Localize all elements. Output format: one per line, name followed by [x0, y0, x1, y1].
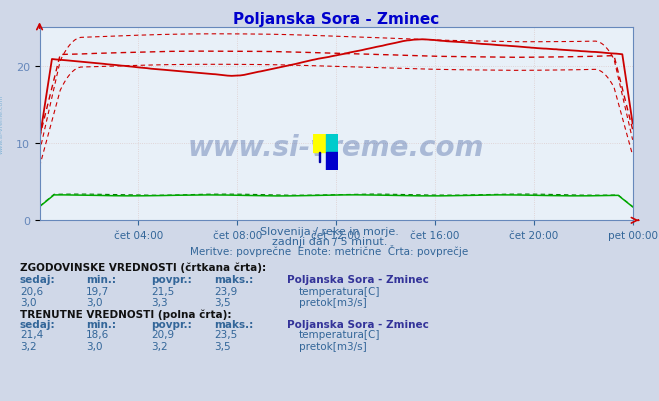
Text: 3,0: 3,0	[86, 341, 102, 351]
Text: pretok[m3/s]: pretok[m3/s]	[299, 341, 366, 351]
Text: 20,9: 20,9	[152, 330, 175, 340]
Bar	[319, 152, 320, 162]
Text: 3,3: 3,3	[152, 297, 168, 307]
Text: 3,0: 3,0	[86, 297, 102, 307]
Text: 3,5: 3,5	[214, 297, 231, 307]
Text: 23,5: 23,5	[214, 330, 237, 340]
Text: www.si-vreme.com: www.si-vreme.com	[188, 134, 484, 161]
Text: 21,4: 21,4	[20, 330, 43, 340]
Text: 18,6: 18,6	[86, 330, 109, 340]
Text: www.si-vreme.com: www.si-vreme.com	[0, 95, 3, 154]
Text: Poljanska Sora - Zminec: Poljanska Sora - Zminec	[287, 275, 428, 285]
Text: maks.:: maks.:	[214, 319, 254, 329]
Text: 3,5: 3,5	[214, 341, 231, 351]
Text: Poljanska Sora - Zminec: Poljanska Sora - Zminec	[287, 319, 428, 329]
Text: Meritve: povprečne  Enote: metrične  Črta: povprečje: Meritve: povprečne Enote: metrične Črta:…	[190, 245, 469, 257]
Text: ZGODOVINSKE VREDNOSTI (črtkana črta):: ZGODOVINSKE VREDNOSTI (črtkana črta):	[20, 262, 266, 273]
Text: 20,6: 20,6	[20, 287, 43, 297]
Text: 21,5: 21,5	[152, 287, 175, 297]
Text: maks.:: maks.:	[214, 275, 254, 285]
Text: 19,7: 19,7	[86, 287, 109, 297]
Text: 23,9: 23,9	[214, 287, 237, 297]
Bar	[313, 134, 326, 152]
Text: zadnji dan / 5 minut.: zadnji dan / 5 minut.	[272, 237, 387, 247]
Text: sedaj:: sedaj:	[20, 319, 55, 329]
Text: 3,0: 3,0	[20, 297, 36, 307]
Text: 3,2: 3,2	[152, 341, 168, 351]
Title: Poljanska Sora - Zminec: Poljanska Sora - Zminec	[233, 12, 439, 27]
Text: temperatura[C]: temperatura[C]	[299, 330, 380, 340]
Text: TRENUTNE VREDNOSTI (polna črta):: TRENUTNE VREDNOSTI (polna črta):	[20, 308, 231, 319]
Text: povpr.:: povpr.:	[152, 275, 192, 285]
Text: pretok[m3/s]: pretok[m3/s]	[299, 297, 366, 307]
Text: min.:: min.:	[86, 319, 116, 329]
Text: Slovenija / reke in morje.: Slovenija / reke in morje.	[260, 227, 399, 237]
Text: povpr.:: povpr.:	[152, 319, 192, 329]
Text: 3,2: 3,2	[20, 341, 36, 351]
Text: sedaj:: sedaj:	[20, 275, 55, 285]
Text: temperatura[C]: temperatura[C]	[299, 287, 380, 297]
Bar	[326, 134, 338, 152]
Bar	[326, 152, 338, 170]
Text: min.:: min.:	[86, 275, 116, 285]
